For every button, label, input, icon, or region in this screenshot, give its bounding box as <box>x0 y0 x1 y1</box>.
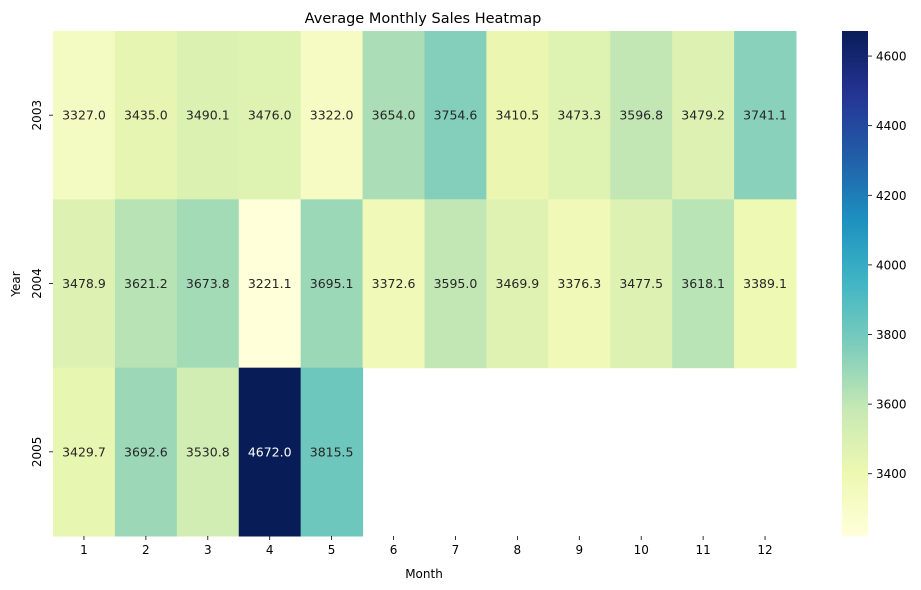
colorbar-tick-label: 4600 <box>876 50 907 64</box>
x-tick-label: 7 <box>452 543 460 557</box>
heatmap-cell <box>362 199 425 369</box>
colorbar-gradient <box>842 31 868 536</box>
heatmap-cell <box>734 199 797 369</box>
y-axis-label: Year <box>9 271 23 297</box>
cell-value-label: 4672.0 <box>248 444 292 459</box>
heatmap-cell <box>424 199 487 369</box>
cell-value-label: 3815.5 <box>310 444 354 459</box>
heatmap-cell <box>53 367 116 537</box>
x-tick-label: 3 <box>204 543 212 557</box>
cell-value-label: 3618.1 <box>681 276 725 291</box>
cell-value-label: 3596.8 <box>619 108 663 123</box>
cell-value-label: 3429.7 <box>62 444 106 459</box>
cell-value-label: 3327.0 <box>62 108 106 123</box>
cell-value-label: 3473.3 <box>557 108 601 123</box>
heatmap-cell <box>176 199 240 369</box>
cell-value-label: 3695.1 <box>310 276 354 291</box>
colorbar: 3400 3600 3800 4000 4200 4400 4600 <box>842 31 907 536</box>
heatmap-cell <box>300 199 364 369</box>
heatmap-cells: 3327.0 3435.0 3490.1 3476.0 3322.0 3654.0 3754… <box>53 31 797 537</box>
cell-value-label: 3595.0 <box>434 276 478 291</box>
heatmap-cell <box>114 367 178 537</box>
colorbar-tick-label: 4200 <box>876 189 907 203</box>
colorbar-tick-label: 3800 <box>876 328 907 342</box>
heatmap-cell <box>424 31 487 200</box>
cell-value-label: 3530.8 <box>186 444 230 459</box>
heatmap-cell <box>114 199 178 369</box>
heatmap-cell <box>114 31 178 200</box>
colorbar-tick-label: 4400 <box>876 119 907 133</box>
x-tick-label: 6 <box>390 543 398 557</box>
heatmap-cell <box>238 31 302 200</box>
cell-value-label: 3741.1 <box>743 108 787 123</box>
heatmap-cell <box>176 367 240 537</box>
heatmap-cell <box>238 367 302 537</box>
y-axis: 2003 2004 2005 <box>30 100 53 467</box>
y-tick-label: 2003 <box>30 100 44 131</box>
x-tick-label: 9 <box>575 543 583 557</box>
cell-value-label: 3478.9 <box>62 276 106 291</box>
cell-value-label: 3654.0 <box>372 108 416 123</box>
x-tick-label: 11 <box>695 543 710 557</box>
heatmap-cell <box>672 31 735 200</box>
x-tick-label: 1 <box>80 543 88 557</box>
heatmap-cell <box>300 367 364 537</box>
heatmap-cell <box>53 199 116 369</box>
x-axis: 1 2 3 4 5 6 7 8 9 10 11 12 <box>80 536 773 557</box>
cell-value-label: 3673.8 <box>186 276 230 291</box>
cell-value-label: 3410.5 <box>496 108 540 123</box>
heatmap-cell <box>610 31 673 200</box>
x-tick-label: 12 <box>757 543 772 557</box>
heatmap-cell <box>238 199 302 369</box>
colorbar-tick-label: 4000 <box>876 258 907 272</box>
x-axis-label: Month <box>405 567 443 581</box>
cell-value-label: 3490.1 <box>186 108 230 123</box>
cell-value-label: 3376.3 <box>557 276 601 291</box>
x-tick-label: 4 <box>266 543 274 557</box>
heatmap-cell <box>53 31 116 200</box>
cell-value-label: 3476.0 <box>248 108 292 123</box>
cell-value-label: 3389.1 <box>743 276 787 291</box>
cell-value-label: 3754.6 <box>434 108 478 123</box>
heatmap-cell <box>610 199 673 369</box>
heatmap-cell <box>548 199 611 369</box>
y-tick-label: 2005 <box>30 437 44 468</box>
cell-value-label: 3221.1 <box>248 276 292 291</box>
chart-title: Average Monthly Sales Heatmap <box>305 11 542 27</box>
cell-value-label: 3435.0 <box>124 108 168 123</box>
x-tick-label: 10 <box>634 543 649 557</box>
y-tick-label: 2004 <box>30 268 44 299</box>
heatmap-cell <box>486 31 549 200</box>
heatmap-cell <box>734 31 797 200</box>
cell-value-label: 3477.5 <box>619 276 663 291</box>
x-tick-label: 8 <box>514 543 522 557</box>
heatmap-cell <box>176 31 240 200</box>
cell-value-label: 3372.6 <box>372 276 416 291</box>
heatmap-cell <box>486 199 549 369</box>
x-tick-label: 2 <box>142 543 150 557</box>
colorbar-tick-label: 3600 <box>876 398 907 412</box>
cell-value-label: 3322.0 <box>310 108 354 123</box>
cell-value-label: 3621.2 <box>124 276 168 291</box>
heatmap-cell <box>672 199 735 369</box>
colorbar-tick-label: 3400 <box>876 467 907 481</box>
cell-value-label: 3469.9 <box>496 276 540 291</box>
heatmap-cell <box>362 31 425 200</box>
heatmap-cell <box>300 31 364 200</box>
cell-value-label: 3479.2 <box>681 108 725 123</box>
cell-value-label: 3692.6 <box>124 444 168 459</box>
x-tick-label: 5 <box>328 543 336 557</box>
heatmap-cell <box>548 31 611 200</box>
